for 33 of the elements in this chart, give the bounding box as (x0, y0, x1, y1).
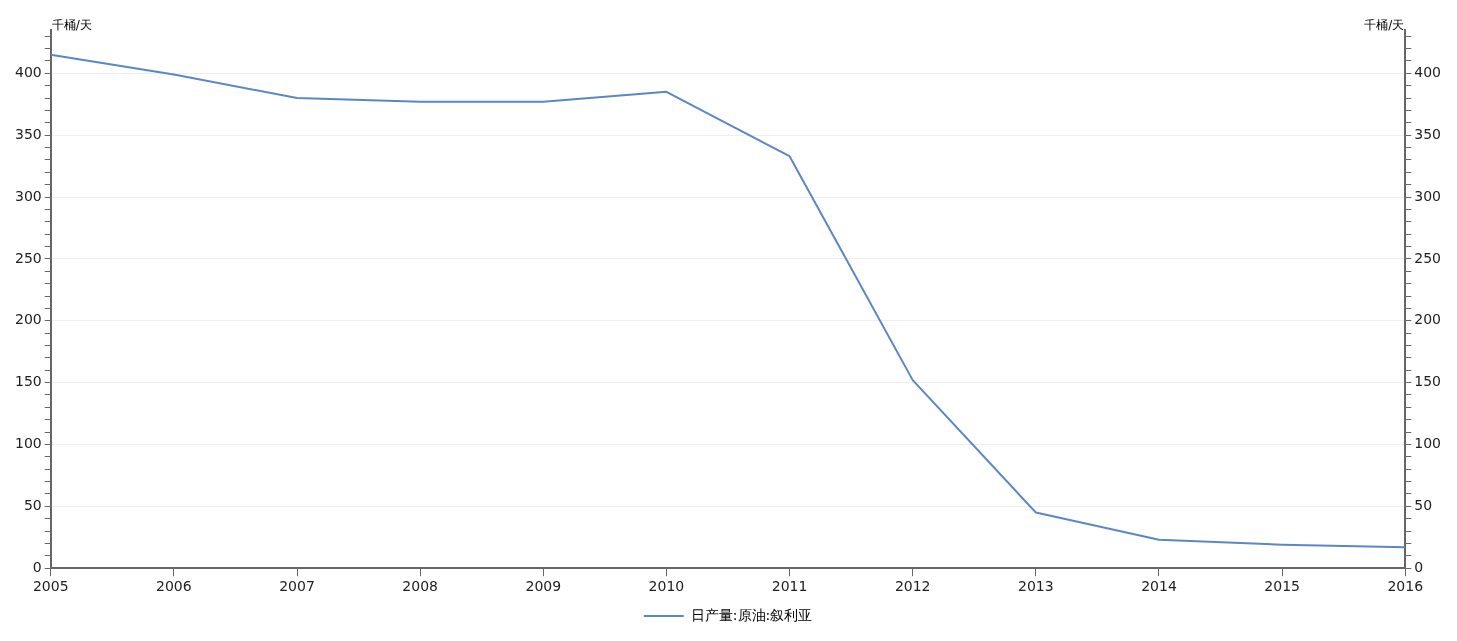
legend-label: 日产量:原油:叙利亚 (690, 606, 813, 623)
x-tick-label: 2005 (32, 578, 69, 595)
y2-tick-label: 150 (1414, 373, 1442, 390)
y2-axis-title: 千桶/天 (1364, 18, 1405, 33)
y2-tick-label: 250 (1414, 249, 1442, 266)
y2-tick-label: 200 (1414, 311, 1442, 328)
y2-tick-label: 100 (1414, 435, 1442, 452)
y-tick-label: 350 (14, 125, 42, 142)
y-tick-label: 400 (14, 63, 42, 80)
y2-tick-label: 0 (1414, 558, 1424, 575)
x-tick-label: 2011 (771, 578, 808, 595)
x-tick-label: 2016 (1387, 578, 1424, 595)
x-tick-label: 2006 (156, 578, 192, 595)
x-tick-label: 2012 (894, 578, 931, 595)
y-tick-label: 200 (14, 311, 42, 328)
y-tick-label: 100 (14, 435, 42, 452)
x-tick-label: 2007 (279, 578, 315, 595)
x-tick-label: 2015 (1264, 578, 1300, 595)
y-tick-label: 0 (32, 558, 42, 575)
x-tick-label: 2013 (1018, 578, 1054, 595)
y-tick-label: 150 (14, 373, 42, 390)
x-tick-label: 2009 (525, 578, 562, 595)
y2-tick-label: 50 (1414, 496, 1433, 513)
x-tick-label: 2014 (1141, 578, 1177, 595)
y2-tick-label: 350 (1414, 125, 1442, 142)
y-tick-label: 250 (14, 249, 42, 266)
y2-tick-label: 400 (1414, 63, 1442, 80)
y-tick-label: 50 (23, 496, 42, 513)
x-tick-label: 2010 (648, 578, 685, 595)
y2-tick-label: 300 (1414, 187, 1442, 204)
y-axis-title: 千桶/天 (51, 18, 92, 33)
y-tick-label: 300 (14, 187, 42, 204)
x-tick-label: 2008 (402, 578, 438, 595)
